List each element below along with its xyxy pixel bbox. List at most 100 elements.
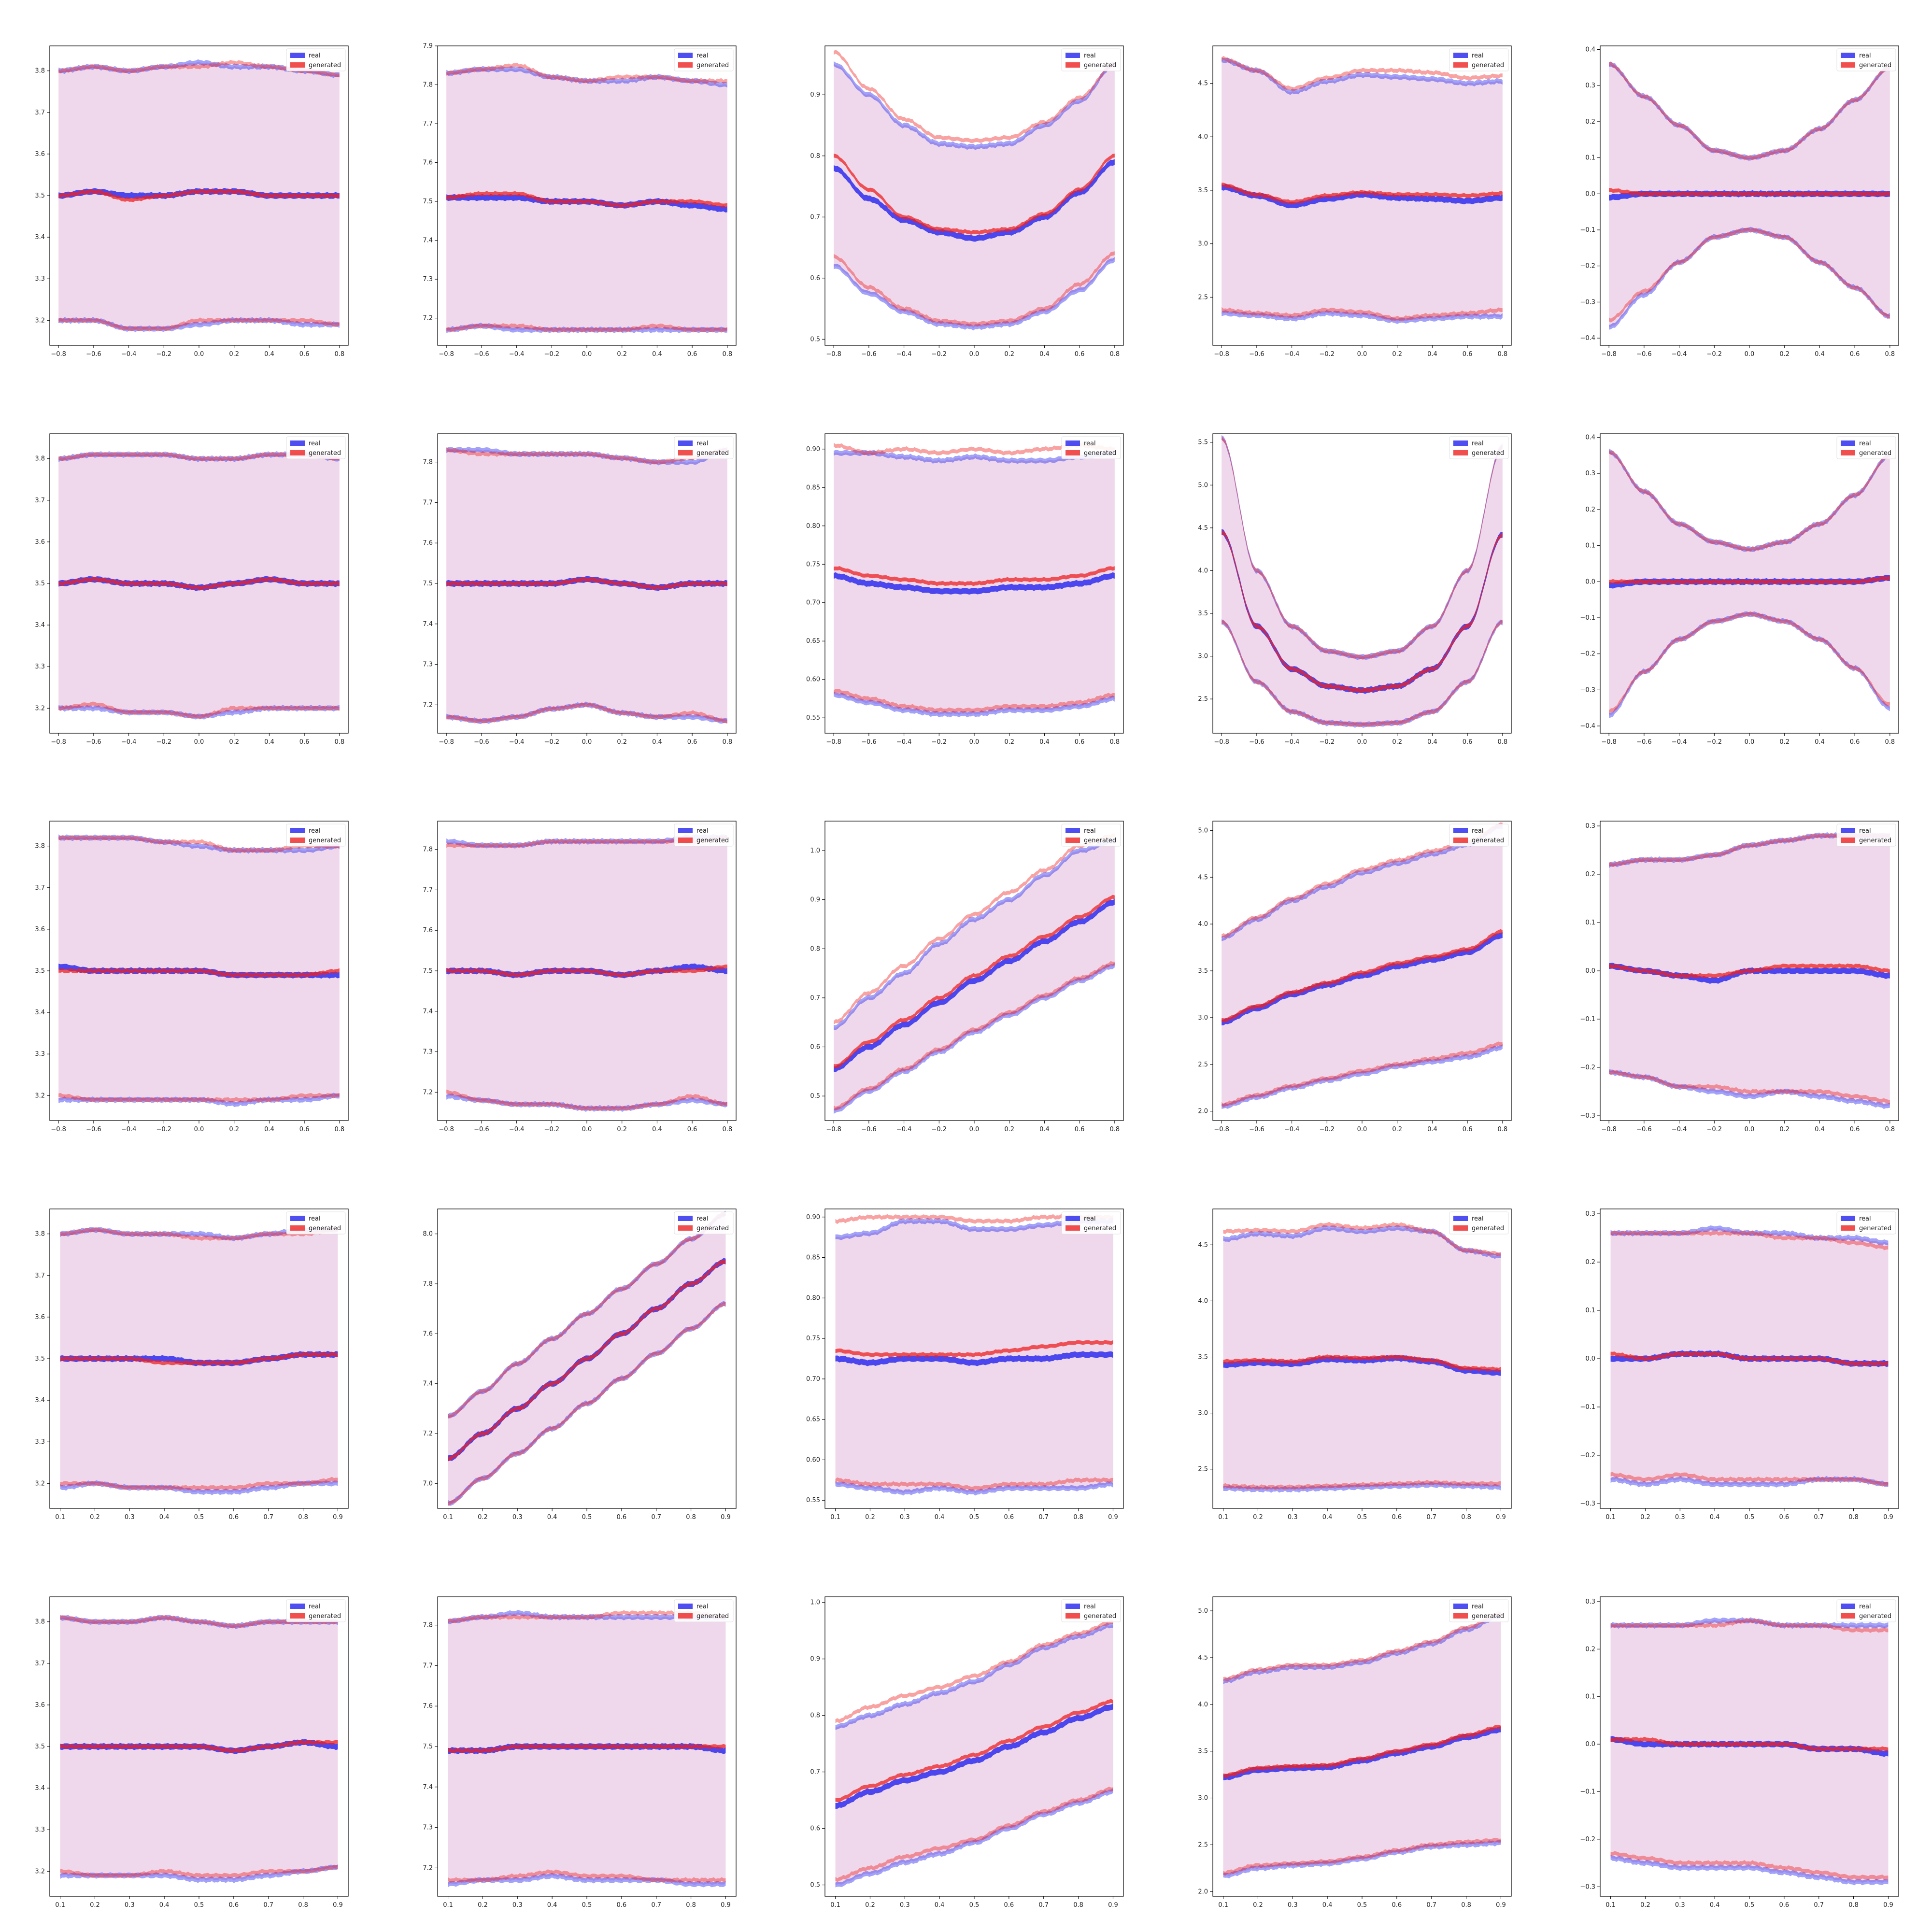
legend-swatch-real [290,1216,305,1221]
band-chart: −0.8 −0.6 −0.4 −0.2 0.0 0.2 0.4 0.6 0.8 2.5 3.0 3.5… [1198,45,1512,358]
x-tick-label: 0.1 [830,1902,840,1909]
band-chart: −0.8 −0.6 −0.4 −0.2 0.0 0.2 0.4 0.6 0.8 −0.4 −0.3 −… [1580,433,1899,746]
x-tick-label: −0.8 [826,1126,841,1133]
generated-mean-band [834,566,1115,586]
legend-swatch-real [678,440,693,446]
x-tick-label: −0.4 [1672,351,1687,358]
legend: real generated [286,1211,346,1235]
x-tick-label: 0.3 [125,1514,135,1521]
y-tick-label: 7.8 [423,82,433,89]
x-tick-label: 0.8 [1109,351,1120,358]
x-tick-label: 0.2 [229,351,239,358]
y-tick-label: 3.0 [1198,1014,1208,1022]
x-tick-label: 0.9 [333,1514,343,1521]
legend-label-real: real [1859,827,1871,835]
x-tick-label: 0.4 [547,1902,557,1909]
x-tick-label: 0.3 [900,1514,910,1521]
x-tick-label: 0.0 [1745,739,1755,746]
y-tick-label: −0.2 [1580,651,1595,658]
y-tick-label: 5.0 [1198,482,1208,489]
x-tick-label: −0.8 [1601,351,1617,358]
legend-label-real: real [1859,440,1871,447]
real-upper-band [448,1210,726,1419]
legend-swatch-real [1065,1216,1080,1221]
generated-lower-band [60,1477,338,1491]
y-tick-label: 2.5 [1198,1841,1208,1848]
y-tick-label: 8.0 [423,1231,433,1238]
x-tick-label: 0.3 [1675,1514,1685,1521]
subplot-1-3: −0.8 −0.6 −0.4 −0.2 0.0 0.2 0.4 0.6 0.8 0.5 0.6 0.7… [796,41,1133,367]
generated-upper-band [60,1227,338,1241]
legend-label-generated: generated [696,62,729,69]
legend-label-real: real [1472,1215,1484,1222]
legend: real generated [1449,824,1509,847]
legend: real generated [674,1211,734,1235]
x-tick-label: 0.8 [334,739,344,746]
legend-label-generated: generated [1859,450,1891,457]
x-tick-label: 0.2 [478,1514,488,1521]
y-tick-label: 7.3 [423,661,433,668]
y-tick-label: 5.5 [1198,439,1208,446]
x-tick-label: −0.6 [474,351,489,358]
legend-swatch-generated [1065,1225,1080,1231]
y-tick-label: 0.75 [806,1335,820,1342]
real-mean-band [834,572,1115,595]
real-upper-band [446,66,727,88]
y-tick-label: 0.60 [806,1456,820,1463]
x-tick-label: 0.6 [1392,1902,1402,1909]
x-tick-label: 0.0 [582,739,592,746]
x-tick-label: −0.2 [932,1126,947,1133]
y-tick-label: 1.0 [810,1599,820,1606]
x-tick-label: 0.2 [1640,1902,1650,1909]
band-chart: 0.1 0.2 0.3 0.4 0.5 0.6 0.7 0.8 0.9 3.2 3.3 3.4 3.5 3… [35,1596,349,1909]
y-tick-label: 0.5 [810,1882,820,1889]
y-tick-label: 2.5 [1198,1061,1208,1068]
legend-label-real: real [1859,52,1871,59]
y-tick-label: 3.4 [35,622,45,629]
legend-label-real: real [1084,827,1096,835]
generated-mean-band [835,1340,1113,1358]
real-lower-band [1222,310,1503,324]
real-lower-band [446,701,727,724]
y-tick-label: 7.7 [423,886,433,894]
generated-upper-band [1609,833,1890,867]
generated-mean-band [60,1740,338,1753]
real-lower-band [58,317,340,332]
subplot-5-1: 0.1 0.2 0.3 0.4 0.5 0.6 0.7 0.8 0.9 3.2 3.3 3.4 3.5 3… [21,1592,358,1918]
real-upper-band [1222,824,1503,941]
band-chart: −0.8 −0.6 −0.4 −0.2 0.0 0.2 0.4 0.6 0.8 3.2 3.3 3.4… [35,45,349,358]
x-tick-label: 0.2 [1779,739,1790,746]
real-lower-band [1609,1069,1890,1109]
x-tick-label: 0.9 [721,1902,731,1909]
y-tick-label: 2.0 [1198,1108,1208,1115]
confidence-band [1223,1615,1501,1876]
x-tick-label: −0.8 [439,739,454,746]
generated-upper-band [1222,822,1503,938]
y-tick-label: 0.0 [1585,190,1595,198]
x-tick-label: −0.2 [544,1126,560,1133]
x-tick-label: 0.6 [1463,1126,1473,1133]
band-chart: −0.8 −0.6 −0.4 −0.2 0.0 0.2 0.4 0.6 0.8 0.5 0.6 0.7… [810,45,1124,358]
x-tick-label: 0.5 [194,1902,204,1909]
legend-swatch-generated [1841,1613,1855,1619]
x-tick-label: 0.4 [547,1514,557,1521]
legend: real generated [1449,48,1509,71]
y-tick-label: 3.3 [35,663,45,670]
y-tick-label: 3.5 [35,1743,45,1750]
x-tick-label: 0.5 [1745,1514,1755,1521]
subplot-1-4: −0.8 −0.6 −0.4 −0.2 0.0 0.2 0.4 0.6 0.8 2.5 3.0 3.5… [1184,41,1521,367]
x-tick-label: 0.4 [935,1902,945,1909]
legend-label-real: real [1084,1215,1096,1222]
x-tick-label: 0.4 [1815,1126,1825,1133]
band-chart: 0.1 0.2 0.3 0.4 0.5 0.6 0.7 0.8 0.9 7.2 7.3 7.4 7.5 7… [423,1596,737,1909]
generated-mean-band [835,1699,1113,1803]
legend-swatch-generated [678,1225,693,1231]
y-tick-label: 0.6 [810,1044,820,1051]
x-tick-label: 0.2 [1779,351,1790,358]
legend-label-real: real [1084,52,1096,59]
legend-label-generated: generated [1472,1613,1504,1620]
legend-label-generated: generated [1472,1225,1504,1232]
y-tick-label: 7.7 [423,1662,433,1669]
y-tick-label: 3.6 [35,926,45,933]
x-tick-label: 0.4 [264,739,274,746]
